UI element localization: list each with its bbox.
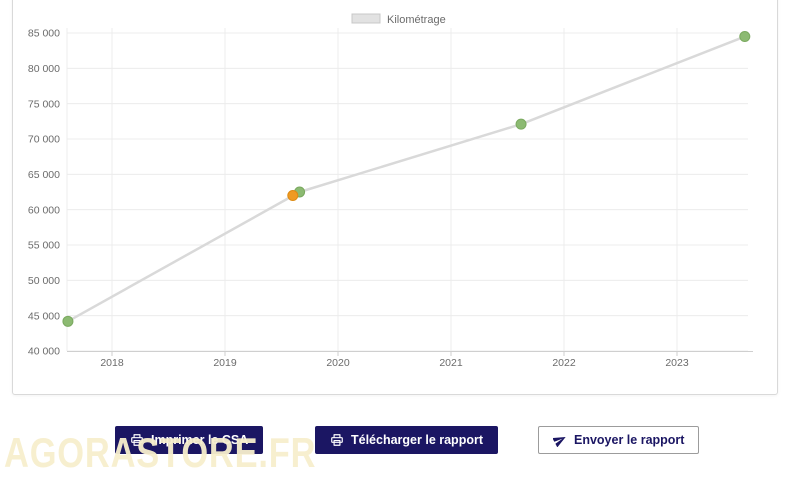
series-line	[67, 35, 746, 323]
data-point	[62, 315, 74, 327]
send-report-label: Envoyer le rapport	[574, 433, 685, 447]
send-report-button[interactable]: Envoyer le rapport	[538, 426, 700, 454]
x-tick-label: 2021	[439, 357, 463, 369]
legend-swatch	[351, 13, 381, 24]
y-tick-label: 50 000	[28, 275, 60, 287]
y-tick-label: 60 000	[28, 204, 60, 216]
legend-label: Kilométrage	[387, 14, 446, 26]
y-tick-label: 85 000	[28, 28, 60, 40]
chart-card	[12, 0, 778, 395]
y-tick-label: 80 000	[28, 63, 60, 75]
x-tick-label: 2023	[665, 357, 689, 369]
data-point	[287, 190, 299, 202]
y-tick-label: 65 000	[28, 169, 60, 181]
send-icon	[553, 433, 567, 447]
print-csa-label: Imprimer le CSA	[151, 433, 249, 447]
download-report-button[interactable]: Télécharger le rapport	[315, 426, 498, 454]
printer-icon	[130, 433, 144, 447]
data-point	[515, 118, 527, 130]
x-tick-label: 2020	[326, 357, 350, 369]
printer-icon	[330, 433, 344, 447]
y-tick-label: 70 000	[28, 134, 60, 146]
y-tick-label: 40 000	[28, 346, 60, 358]
y-tick-label: 55 000	[28, 240, 60, 252]
x-tick-label: 2019	[213, 357, 237, 369]
y-tick-label: 75 000	[28, 98, 60, 110]
y-tick-label: 45 000	[28, 310, 60, 322]
download-report-label: Télécharger le rapport	[351, 433, 483, 447]
data-point	[739, 31, 751, 43]
kilometrage-chart: 40 000 45 000 50 000 55 000 60 000 65 000 70 0…	[28, 13, 753, 369]
x-tick-label: 2018	[100, 357, 124, 369]
x-tick-label: 2022	[552, 357, 576, 369]
print-csa-button[interactable]: Imprimer le CSA	[115, 426, 264, 454]
